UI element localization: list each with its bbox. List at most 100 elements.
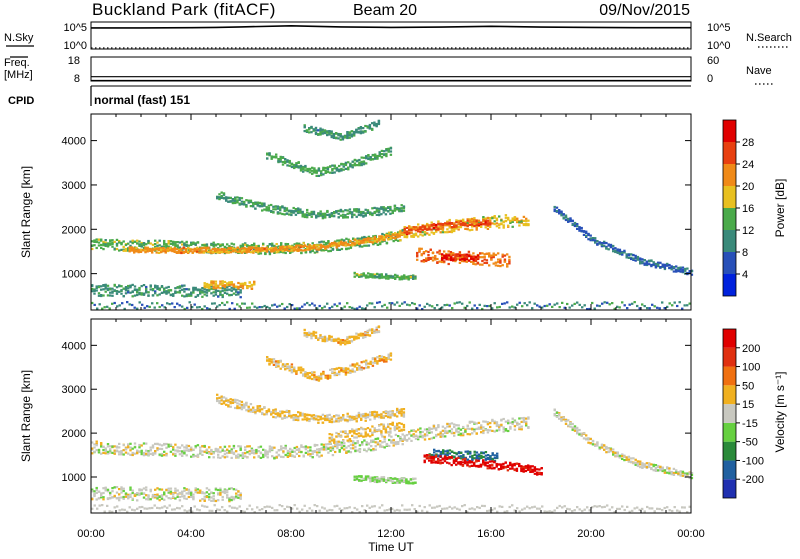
power-cells-ground-3131	[219, 304, 221, 306]
velocity-cells-cell-86	[138, 444, 140, 446]
power-yticks-label-0: 1000	[62, 269, 86, 281]
power-cells-cell-2030	[218, 196, 220, 198]
velocity-cells-cell-121	[159, 454, 161, 456]
velocity-cells-cell-318	[269, 445, 271, 447]
velocity-cells-cell-1224	[527, 464, 529, 466]
velocity-cells-cell-907	[523, 421, 525, 423]
power-cells-cell-991	[372, 242, 374, 244]
power-cells-cell-55	[120, 242, 122, 244]
power-cells-cell-2263	[349, 212, 351, 214]
velocity-cells-cell-635	[371, 434, 373, 436]
velocity-cells-cell-806	[467, 433, 469, 435]
velocity-cells-cell-392	[312, 453, 314, 455]
velocity-cells-cell-1191	[507, 469, 509, 471]
power-cells-cell-1662	[477, 255, 479, 257]
power-cells-cell-2059	[234, 198, 236, 200]
power-cells-cell-2452	[318, 175, 320, 177]
power-cells-cell-1489	[450, 251, 452, 253]
power-cells-cell-2062	[236, 199, 238, 201]
power-cells-cell-3027	[385, 277, 387, 279]
power-cells-cell-755	[239, 250, 241, 252]
velocity-cells-cell-601	[353, 432, 355, 434]
velocity-cells-cell-843	[487, 429, 489, 431]
velocity-cells-cell-778	[451, 428, 453, 430]
power-cells-cell-2235	[333, 212, 335, 214]
velocity-cells-cell-54	[120, 450, 122, 452]
power-cells-cell-579	[140, 249, 142, 251]
power-cells-cell-2850	[626, 253, 628, 255]
power-cells-cell-1291	[413, 228, 415, 230]
power-colorbar-segment-0	[723, 274, 736, 296]
power-cells-cell-1811	[172, 295, 174, 297]
velocity-cells-cell-575	[338, 435, 340, 437]
power-cells-cell-1850	[195, 296, 197, 298]
power-cells-cell-1260	[523, 220, 525, 222]
velocity-cells-cell-1423	[186, 489, 188, 491]
velocity-cells-cell-1048	[428, 460, 430, 462]
power-cells-cell-2331	[387, 210, 389, 212]
power-cells-cell-1755	[141, 293, 143, 295]
power-cells-cell-1733	[129, 292, 131, 294]
velocity-cells-cell-309	[264, 453, 266, 455]
velocity-cells-cell-317	[269, 450, 271, 452]
power-cells-cell-975	[363, 240, 365, 242]
velocity-cells-cell-538	[393, 442, 395, 444]
velocity-cells-cell-563	[331, 434, 333, 436]
velocity-cells-cell-571	[335, 441, 337, 443]
power-cells-cell-1700	[111, 288, 113, 290]
power-cells-cell-1706	[114, 284, 116, 286]
velocity-cells-cell-1156	[489, 464, 491, 466]
power-cells-cell-1168	[471, 218, 473, 220]
velocity-cells-cell-812	[471, 432, 473, 434]
power-cells-cell-2451	[316, 170, 318, 172]
velocity-cells-cell-387	[307, 451, 309, 453]
velocity-cells-cell-327	[273, 457, 275, 459]
power-cells-cell-1374	[460, 224, 462, 226]
velocity-cells-cell-236	[224, 450, 226, 452]
power-cells-cell-347	[285, 243, 287, 245]
power-cells-cell-747	[234, 249, 236, 251]
power-cells-cell-1087	[424, 231, 426, 233]
velocity-cells-cell-703	[408, 433, 410, 435]
power-cells-ground-3138	[236, 303, 238, 305]
power-cells-cell-1051	[404, 236, 406, 238]
velocity-cells-cell-1321	[129, 496, 131, 498]
power-cells-cell-2987	[363, 275, 365, 277]
power-cells-cell-2155	[288, 210, 290, 212]
power-cells-ground-3126	[206, 307, 208, 309]
power-cells-cell-1303	[419, 227, 421, 229]
power-cells-cell-1386	[467, 220, 469, 222]
velocity-cells-cell-1446	[199, 500, 201, 502]
velocity-cells-cell-371	[298, 450, 300, 452]
velocity-cells-cell-1015	[483, 452, 485, 454]
power-cells-cell-517	[381, 233, 383, 235]
power-cells-cell-2069	[241, 201, 243, 203]
power-cells-cell-2422	[300, 169, 302, 171]
power-ylabel: Slant Range [km]	[19, 166, 33, 258]
velocity-cells-cell-315	[267, 451, 269, 453]
power-cells-cell-799	[264, 248, 266, 250]
power-cells-cell-1547	[481, 256, 483, 258]
power-cells-ground-3086	[106, 306, 108, 308]
power-cells-cell-993	[374, 238, 376, 240]
velocity-cells-cell-1381	[163, 499, 165, 501]
power-cells-ground-3095	[129, 303, 131, 305]
power-cells-cell-2321	[383, 206, 385, 208]
velocity-cells-cell-1289	[111, 487, 113, 489]
power-cells-cell-895	[318, 249, 320, 251]
power-cells-cell-2376	[275, 154, 277, 156]
power-cells-cell-2042	[225, 200, 227, 202]
power-cells-cell-708	[214, 248, 216, 250]
power-cells-cell-1228	[505, 214, 507, 216]
power-cells-cell-1077	[419, 233, 421, 235]
power-cells-cell-1454	[430, 249, 432, 251]
velocity-cells-cell-647	[378, 429, 380, 431]
velocity-cells-cell-470	[354, 450, 356, 452]
velocity-cells-cell-758	[440, 436, 442, 438]
power-cells-cell-2362	[266, 157, 268, 159]
power-cells-cell-1597	[441, 253, 443, 255]
power-cells-cell-2071	[241, 203, 243, 205]
power-cells-cell-1798	[165, 290, 167, 292]
velocity-cells-cell-1432	[192, 494, 194, 496]
velocity-cells-cell-707	[410, 440, 412, 442]
